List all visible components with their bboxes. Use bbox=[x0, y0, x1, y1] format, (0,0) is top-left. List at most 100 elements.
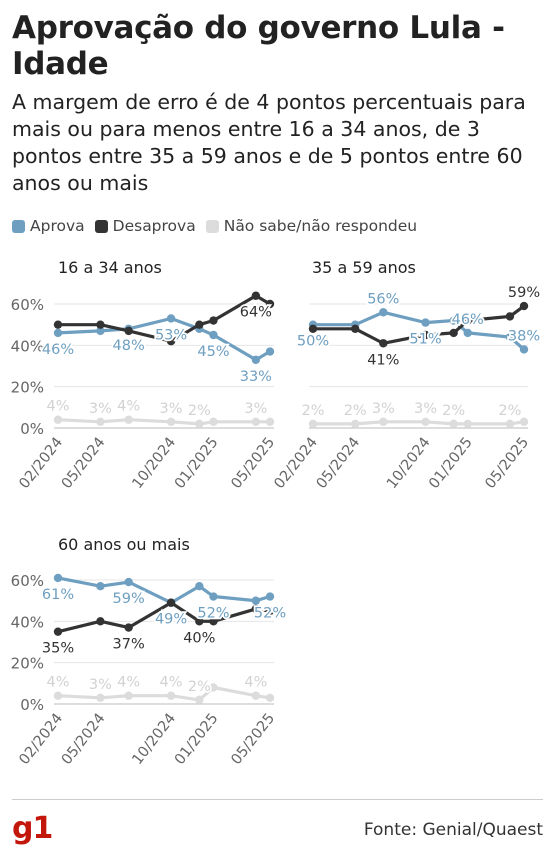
data-point bbox=[265, 347, 275, 356]
data-label: 52% bbox=[197, 606, 229, 622]
panel-title-35-59: 35 a 59 anos bbox=[312, 258, 416, 277]
data-point bbox=[166, 417, 176, 426]
data-point bbox=[308, 419, 318, 429]
data-point bbox=[195, 695, 204, 705]
data-label: 37% bbox=[113, 637, 145, 653]
data-point bbox=[124, 691, 133, 700]
data-point bbox=[124, 577, 133, 587]
data-point bbox=[505, 332, 515, 342]
data-point bbox=[96, 617, 105, 626]
panel-title-16-34: 16 a 34 anos bbox=[58, 258, 162, 277]
data-point bbox=[421, 318, 430, 327]
data-label: 35% bbox=[42, 641, 74, 657]
data-label: 45% bbox=[197, 344, 229, 360]
data-point bbox=[209, 683, 218, 692]
data-point bbox=[96, 417, 105, 426]
y-tick-label: 0% bbox=[20, 696, 44, 714]
x-tick-label: 02/2024 bbox=[16, 435, 66, 492]
data-label: 2% bbox=[188, 679, 211, 695]
data-point bbox=[53, 573, 63, 583]
data-label: 4% bbox=[46, 675, 69, 691]
legend-item-nao-sabe: Não sabe/não respondeu bbox=[205, 217, 418, 235]
legend-label-aprova: Aprova bbox=[30, 217, 85, 235]
data-label: 2% bbox=[301, 403, 324, 419]
data-point bbox=[166, 598, 176, 607]
data-label: 52% bbox=[254, 606, 286, 622]
data-label: 51% bbox=[409, 332, 441, 348]
data-point bbox=[124, 415, 133, 424]
data-label: 50% bbox=[297, 334, 329, 350]
data-label: 3% bbox=[89, 677, 112, 693]
y-tick-label: 60% bbox=[11, 296, 44, 314]
data-point bbox=[519, 417, 529, 426]
data-label: 4% bbox=[117, 399, 140, 415]
data-label: 2% bbox=[442, 403, 465, 419]
data-label: 38% bbox=[508, 328, 540, 344]
data-point bbox=[96, 693, 105, 702]
data-point bbox=[265, 299, 275, 309]
data-label: 4% bbox=[160, 675, 183, 691]
legend-label-nao-sabe: Não sabe/não respondeu bbox=[223, 217, 418, 235]
y-tick-label: 0% bbox=[20, 420, 44, 438]
data-point bbox=[379, 339, 388, 348]
x-tick-label: 01/2025 bbox=[172, 711, 222, 768]
data-point bbox=[209, 592, 218, 601]
data-label: 40% bbox=[183, 630, 215, 646]
data-label: 41% bbox=[367, 352, 399, 368]
data-point bbox=[505, 312, 515, 321]
data-label: 2% bbox=[498, 403, 521, 419]
legend: Aprova Desaprova Não sabe/não respondeu bbox=[12, 214, 427, 238]
data-point bbox=[166, 314, 176, 323]
data-point bbox=[351, 419, 360, 429]
data-point bbox=[96, 582, 105, 591]
data-point bbox=[195, 617, 204, 626]
data-point bbox=[251, 291, 261, 300]
series-line-desaprova bbox=[56, 294, 272, 343]
data-point bbox=[209, 617, 218, 626]
data-point bbox=[463, 328, 472, 338]
data-point bbox=[265, 693, 275, 702]
data-point bbox=[251, 596, 261, 605]
data-point bbox=[209, 417, 218, 426]
panel-title-60-plus: 60 anos ou mais bbox=[58, 535, 190, 554]
x-tick-label: 05/2025 bbox=[228, 435, 278, 492]
data-label: 3% bbox=[372, 401, 395, 417]
data-point bbox=[53, 320, 63, 329]
data-point bbox=[351, 324, 360, 333]
data-point bbox=[379, 417, 388, 426]
data-point bbox=[251, 417, 261, 426]
data-point bbox=[251, 691, 261, 700]
data-point bbox=[463, 419, 472, 429]
x-tick-label: 01/2025 bbox=[426, 435, 476, 492]
series-line-aprova bbox=[311, 310, 526, 352]
data-point bbox=[265, 417, 275, 426]
data-label: 46% bbox=[42, 342, 74, 358]
data-point bbox=[265, 606, 275, 616]
data-point bbox=[53, 415, 63, 424]
x-tick-label: 05/2024 bbox=[314, 435, 364, 492]
data-point bbox=[195, 419, 204, 429]
data-label: 33% bbox=[240, 369, 272, 385]
data-label: 59% bbox=[508, 285, 540, 301]
data-point bbox=[53, 328, 63, 338]
data-point bbox=[463, 316, 472, 325]
data-point bbox=[96, 320, 105, 329]
source-note: Fonte: Genial/Quaest bbox=[363, 820, 543, 840]
data-label: 64% bbox=[240, 305, 272, 321]
chart-subtitle: A margem de erro é de 4 pontos percentua… bbox=[12, 90, 526, 195]
data-label: 4% bbox=[46, 399, 69, 415]
data-label: 2% bbox=[188, 403, 211, 419]
data-label: 48% bbox=[113, 338, 145, 354]
data-label: 46% bbox=[452, 312, 484, 328]
data-point bbox=[96, 326, 105, 336]
data-label: 49% bbox=[155, 612, 187, 628]
data-point bbox=[265, 592, 275, 601]
data-point bbox=[519, 301, 529, 311]
data-point bbox=[449, 419, 458, 429]
series-line-nao-sabe bbox=[56, 685, 272, 702]
x-tick-label: 10/2024 bbox=[130, 711, 180, 768]
y-tick-label: 40% bbox=[11, 613, 44, 631]
data-point bbox=[209, 316, 218, 325]
